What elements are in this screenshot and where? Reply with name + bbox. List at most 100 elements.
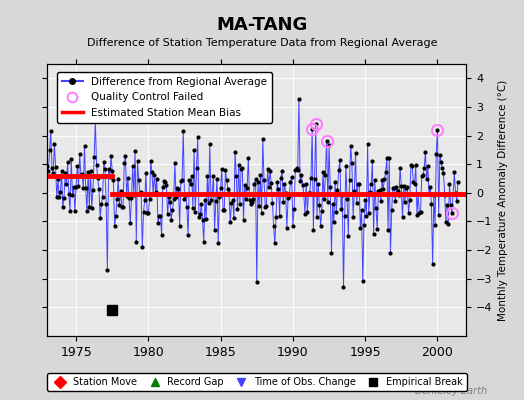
Point bbox=[226, 219, 234, 226]
Point bbox=[447, 210, 456, 216]
Point bbox=[185, 177, 193, 184]
Point bbox=[227, 200, 236, 206]
Point bbox=[133, 158, 141, 164]
Point bbox=[337, 206, 345, 212]
Point bbox=[247, 201, 255, 208]
Point bbox=[450, 169, 458, 176]
Point bbox=[280, 180, 289, 187]
Point bbox=[425, 191, 433, 198]
Point bbox=[220, 207, 228, 214]
Point bbox=[59, 204, 67, 210]
Point bbox=[70, 184, 78, 190]
Point bbox=[221, 167, 230, 173]
Point bbox=[297, 172, 305, 179]
Point bbox=[44, 168, 52, 174]
Point bbox=[178, 177, 186, 184]
Point bbox=[333, 186, 342, 193]
Point bbox=[358, 278, 367, 284]
Y-axis label: Monthly Temperature Anomaly Difference (°C): Monthly Temperature Anomaly Difference (… bbox=[498, 79, 508, 321]
Point bbox=[211, 226, 219, 233]
Point bbox=[149, 191, 157, 197]
Point bbox=[136, 191, 144, 197]
Point bbox=[256, 172, 265, 178]
Point bbox=[126, 220, 135, 226]
Point bbox=[344, 232, 353, 239]
Point bbox=[235, 162, 243, 168]
Point bbox=[401, 198, 409, 205]
Point bbox=[380, 176, 389, 182]
Point bbox=[154, 220, 162, 226]
Point bbox=[91, 118, 100, 124]
Point bbox=[200, 239, 208, 245]
Point bbox=[95, 186, 103, 192]
Point bbox=[418, 173, 426, 180]
Point bbox=[159, 184, 167, 191]
Point bbox=[429, 261, 437, 268]
Point bbox=[434, 212, 443, 218]
Point bbox=[103, 267, 112, 273]
Point bbox=[83, 208, 91, 214]
Point bbox=[322, 138, 331, 144]
Point bbox=[356, 225, 365, 231]
Point bbox=[298, 182, 307, 188]
Point bbox=[189, 205, 197, 211]
Point bbox=[85, 204, 93, 210]
Point bbox=[307, 175, 315, 181]
Point bbox=[438, 164, 446, 171]
Point bbox=[321, 172, 330, 178]
Point bbox=[207, 197, 215, 203]
Point bbox=[244, 155, 253, 161]
Point bbox=[442, 219, 450, 225]
Point bbox=[67, 156, 75, 162]
Point bbox=[107, 153, 115, 160]
Point bbox=[100, 158, 108, 165]
Point bbox=[318, 208, 326, 214]
Point bbox=[328, 250, 336, 256]
Point bbox=[389, 185, 397, 191]
Point bbox=[268, 200, 277, 206]
Point bbox=[239, 217, 248, 224]
Point bbox=[383, 155, 391, 161]
Point bbox=[242, 196, 250, 202]
Point bbox=[115, 202, 124, 208]
Point bbox=[181, 191, 190, 198]
Point bbox=[312, 121, 320, 127]
Point bbox=[166, 199, 174, 205]
Point bbox=[71, 208, 79, 214]
Point bbox=[357, 207, 366, 213]
Point bbox=[156, 212, 165, 219]
Point bbox=[308, 126, 316, 132]
Point bbox=[213, 176, 221, 182]
Point bbox=[80, 142, 89, 149]
Point bbox=[378, 177, 386, 184]
Point bbox=[114, 176, 123, 182]
Point bbox=[408, 163, 417, 169]
Point bbox=[444, 221, 453, 227]
Point bbox=[212, 198, 220, 205]
Point bbox=[369, 231, 378, 238]
Point bbox=[326, 184, 334, 190]
Point bbox=[426, 184, 434, 190]
Point bbox=[173, 185, 181, 192]
Point bbox=[116, 188, 125, 194]
Point bbox=[365, 210, 373, 216]
Point bbox=[174, 186, 183, 192]
Point bbox=[88, 204, 96, 211]
Point bbox=[177, 177, 185, 184]
Point bbox=[51, 164, 60, 171]
Point bbox=[422, 176, 431, 183]
Point bbox=[106, 174, 114, 180]
Point bbox=[454, 178, 462, 185]
Point bbox=[336, 157, 344, 163]
Point bbox=[395, 192, 403, 198]
Point bbox=[84, 168, 92, 175]
Point bbox=[367, 181, 375, 187]
Point bbox=[144, 210, 152, 216]
Point bbox=[437, 159, 445, 165]
Point bbox=[139, 208, 148, 215]
Point bbox=[190, 146, 198, 153]
Point bbox=[202, 216, 210, 222]
Point bbox=[128, 163, 137, 170]
Point bbox=[74, 183, 83, 190]
Text: Berkeley Earth: Berkeley Earth bbox=[415, 386, 487, 396]
